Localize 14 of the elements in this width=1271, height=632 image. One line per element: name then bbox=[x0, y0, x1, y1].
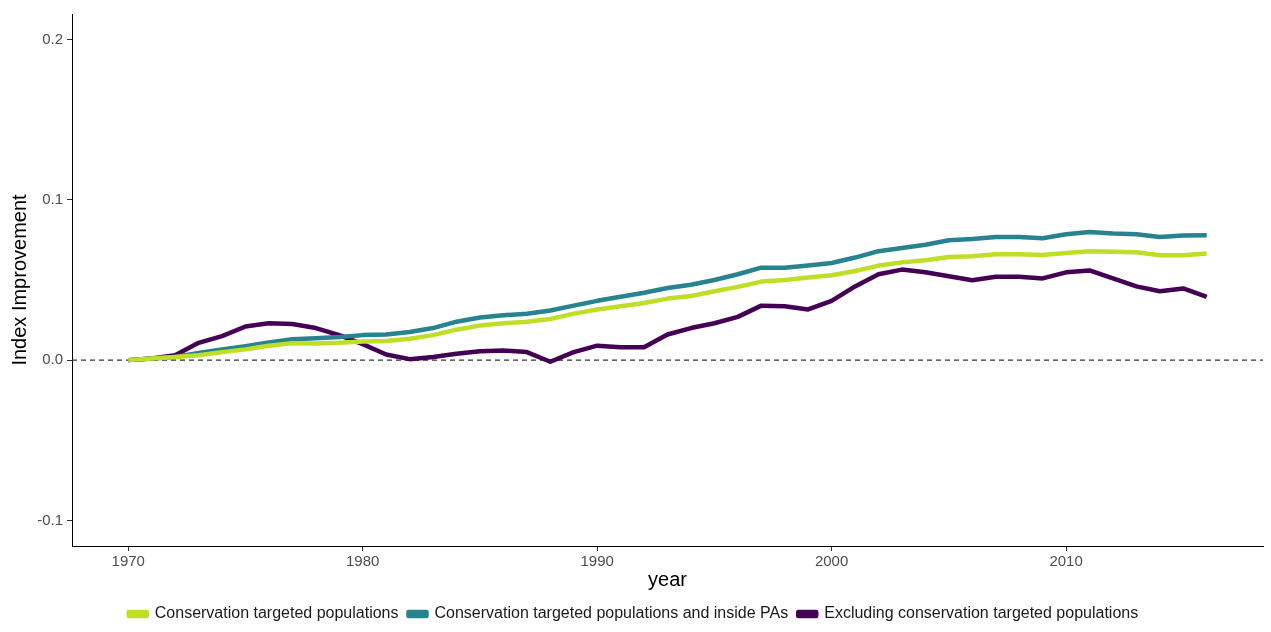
y-tick-label: 0.2 bbox=[42, 29, 63, 47]
x-tick-label: 1970 bbox=[111, 552, 145, 570]
legend-label: Excluding conservation targeted populations bbox=[824, 604, 1139, 622]
y-axis-title: Index Improvement bbox=[7, 193, 30, 366]
x-tick-label: 2000 bbox=[814, 552, 849, 570]
y-tick-label: 0.1 bbox=[42, 190, 63, 208]
y-tick-label: -0.1 bbox=[37, 510, 63, 528]
x-tick-label: 1980 bbox=[346, 552, 380, 570]
x-tick-label: 1990 bbox=[580, 552, 614, 570]
legend-label: Conservation targeted populations bbox=[154, 604, 399, 622]
y-tick-label: 0.0 bbox=[42, 350, 63, 368]
legend-label: Conservation targeted populations and inside PAs bbox=[434, 604, 789, 622]
x-axis-title: year bbox=[648, 567, 688, 590]
x-tick-label: 2010 bbox=[1049, 552, 1083, 570]
